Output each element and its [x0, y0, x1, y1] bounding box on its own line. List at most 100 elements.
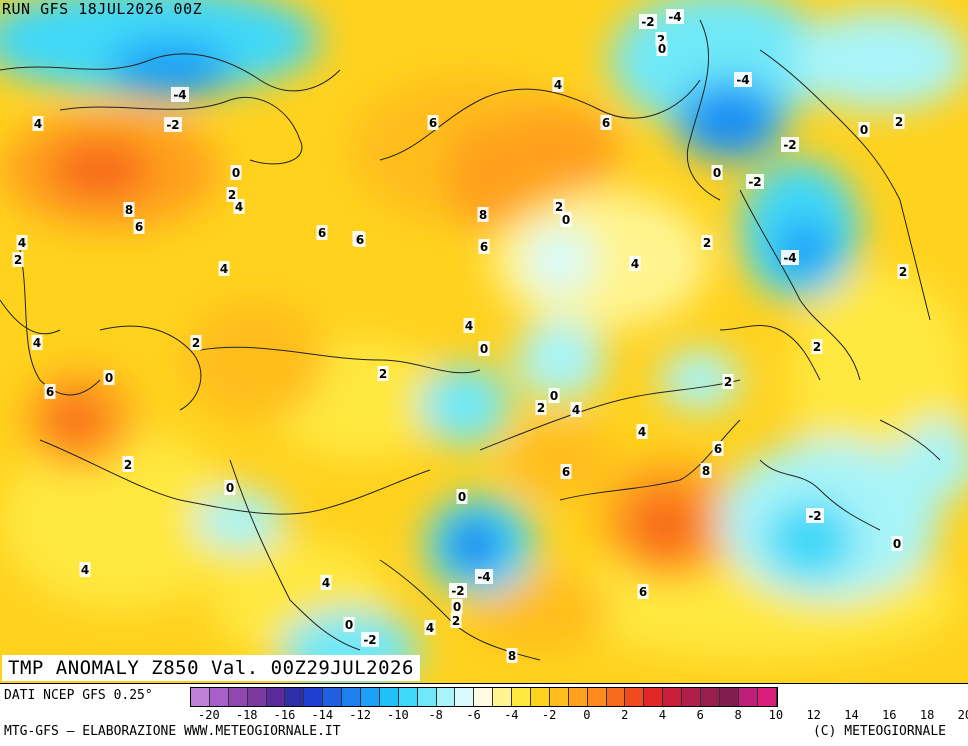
- color-swatch: [323, 688, 343, 706]
- scale-tick-label: 4: [658, 708, 667, 722]
- contour-label: 6: [714, 442, 722, 456]
- copyright: (C) METEOGIORNALE: [812, 724, 946, 739]
- contour-label-bg: [666, 9, 684, 24]
- contour-label: 4: [81, 563, 89, 577]
- contour-label: 4: [631, 257, 639, 271]
- color-swatch: [417, 688, 437, 706]
- contour-label-bg: [427, 115, 439, 130]
- contour-label-bg: [451, 599, 463, 614]
- contour-label-bg: [12, 252, 24, 267]
- contour-label: 0: [893, 537, 901, 551]
- contour-label-bg: [535, 400, 547, 415]
- scale-tick-label: -2: [541, 708, 557, 722]
- contour-labels: -2-420-4-2046686682042-40-2-2-4220446642…: [12, 9, 909, 663]
- contour-label-bg: [224, 480, 236, 495]
- contour-label-bg: [478, 239, 490, 254]
- contour-label-bg: [226, 187, 238, 202]
- contour-label-bg: [478, 341, 490, 356]
- contour-label: 8: [125, 203, 133, 217]
- color-swatch: [361, 688, 380, 706]
- contour-label: 2: [452, 614, 460, 628]
- contour-label-bg: [44, 384, 56, 399]
- anomaly-blobs: [0, 0, 968, 683]
- contour-label: 0: [453, 600, 461, 614]
- contour-label-bg: [600, 115, 612, 130]
- color-swatch: [342, 688, 362, 706]
- contour-label-bg: [103, 370, 115, 385]
- contour-label: 2: [14, 253, 22, 267]
- contour-label-bg: [316, 225, 328, 240]
- contour-label-bg: [711, 165, 723, 180]
- contour-label: 0: [105, 371, 113, 385]
- contour-label: 0: [226, 481, 234, 495]
- color-swatch: [625, 688, 645, 706]
- contour-label: 4: [322, 576, 330, 590]
- contour-label-bg: [230, 165, 242, 180]
- contour-label-bg: [806, 508, 824, 523]
- contour-label-bg: [164, 117, 182, 132]
- color-swatch: [644, 688, 664, 706]
- legend-panel: DATI NCEP GFS 0.25° -20 -18 -16 -14 -12 -10 -8…: [0, 683, 968, 746]
- contour-label: 2: [724, 375, 732, 389]
- contour-label: 2: [813, 340, 821, 354]
- contour-label: 4: [220, 262, 228, 276]
- contour-label-bg: [475, 569, 493, 584]
- contour-label: -2: [808, 509, 821, 523]
- contour-label: 2: [192, 336, 200, 350]
- contour-label: 6: [356, 233, 364, 247]
- contour-label-bg: [320, 575, 332, 590]
- color-swatch: [474, 688, 494, 706]
- contour-label-bg: [449, 583, 467, 598]
- contour-label-bg: [218, 261, 230, 276]
- color-swatch: [398, 688, 418, 706]
- color-swatch: [738, 688, 758, 706]
- scale-tick-label: -16: [273, 708, 296, 722]
- contour-label: 2: [899, 265, 907, 279]
- contour-label-bg: [712, 441, 724, 456]
- contour-label: -2: [783, 138, 796, 152]
- scale-tick-label: -6: [466, 708, 481, 722]
- color-swatch: [663, 688, 683, 706]
- contour-label-bg: [190, 335, 202, 350]
- contour-label: 6: [46, 385, 54, 399]
- contour-label-bg: [133, 219, 145, 234]
- contour-label-bg: [424, 620, 436, 635]
- contour-label-bg: [354, 232, 366, 247]
- contour-label-bg: [361, 632, 379, 647]
- contour-label-bg: [656, 41, 668, 56]
- contour-label-bg: [781, 250, 799, 265]
- contour-label: -2: [363, 633, 376, 647]
- contour-label: 8: [479, 208, 487, 222]
- contour-label: 6: [429, 116, 437, 130]
- contour-label: -4: [477, 570, 490, 584]
- contour-label: 8: [702, 464, 710, 478]
- contour-label: 0: [345, 618, 353, 632]
- contour-label: 0: [480, 342, 488, 356]
- contour-label-bg: [891, 536, 903, 551]
- contour-label-bg: [781, 137, 799, 152]
- scale-tick-label: 10: [768, 708, 784, 722]
- contour-label-bg: [463, 318, 475, 333]
- contour-label-bg: [701, 235, 713, 250]
- color-scale-ticks: -20 -18 -16 -14 -12 -10 -8 -6 -4 -2 0 2 4 6 8 10 12 14 16 1…: [190, 708, 968, 724]
- color-swatch: [266, 688, 286, 706]
- contour-label: 0: [458, 490, 466, 504]
- color-swatch: [247, 688, 267, 706]
- scale-tick-label: 6: [696, 708, 704, 722]
- contour-label-bg: [123, 202, 135, 217]
- contour-label: 2: [895, 115, 903, 129]
- color-swatch: [512, 688, 532, 706]
- contour-label: 4: [554, 78, 562, 92]
- contour-label: 0: [860, 123, 868, 137]
- contour-label: -2: [451, 584, 464, 598]
- scale-tick-label: -20: [198, 708, 220, 722]
- contour-label-bg: [746, 174, 764, 189]
- contour-label: 6: [480, 240, 488, 254]
- contour-label-bg: [377, 366, 389, 381]
- contour-label: 2: [228, 188, 236, 202]
- anomaly-map[interactable]: -2-420-4-2046686682042-40-2-2-4220446642…: [0, 0, 968, 683]
- color-swatch: [285, 688, 305, 706]
- scale-tick-label: 20: [957, 708, 968, 722]
- contour-label-bg: [700, 463, 712, 478]
- contour-label-bg: [639, 14, 657, 29]
